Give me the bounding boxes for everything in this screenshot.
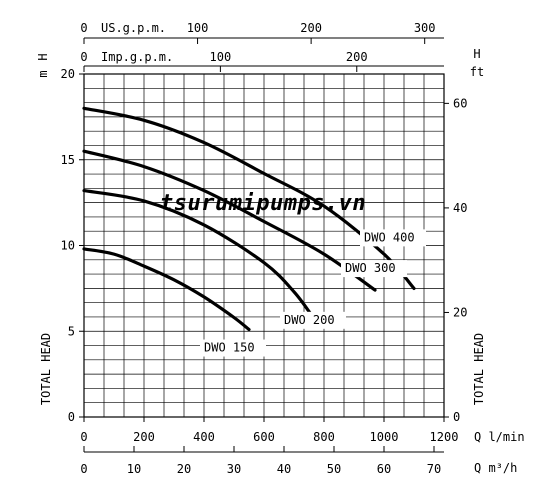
usgpm-axis-label: US.g.p.m.: [101, 21, 166, 35]
left-y-axis: 0 5 10 15 20: [61, 67, 84, 424]
left-tick-label: 20: [61, 67, 75, 81]
usgpm-tick-label: 0: [80, 21, 87, 35]
usgpm-tick-label: 300: [414, 21, 436, 35]
left-tick-label: 10: [61, 239, 75, 253]
lmin-axis-label: Q l/min: [474, 430, 525, 444]
lmin-tick-label: 200: [133, 430, 155, 444]
m3h-tick-label: 40: [277, 462, 291, 476]
m3h-axis-label: Q m³/h: [474, 461, 517, 475]
lmin-tick-label: 0: [80, 430, 87, 444]
right-tick-label: 60: [453, 96, 467, 110]
left-axis-label: TOTAL HEAD: [39, 333, 53, 405]
usgpm-tick-label: 100: [187, 21, 209, 35]
right-unit: ft: [470, 65, 484, 79]
impgpm-axis-label: Imp.g.p.m.: [101, 50, 173, 64]
label-text-dwo-400: DWO 400: [364, 230, 415, 244]
curve-dwo-200: [82, 189, 314, 318]
left-tick-label: 5: [68, 324, 75, 338]
left-unit-header: H: [36, 53, 50, 60]
curve-dwo-150: [82, 247, 251, 332]
label-dwo-150: DWO 150: [200, 339, 266, 357]
curve-dwo-400: [82, 106, 416, 290]
top-axes: 0 100 200 300 0 100 200: [80, 21, 436, 72]
right-axis-label: TOTAL HEAD: [472, 333, 486, 405]
left-unit: m: [36, 70, 50, 77]
label-background: [360, 229, 426, 247]
right-y-axis: 0 20 40 60: [444, 96, 467, 424]
m3h-tick-label: 50: [327, 462, 341, 476]
curve-dwo-300: [82, 149, 377, 292]
right-unit-header: H: [473, 47, 480, 61]
watermark-text: tsurumipumps.vn: [160, 191, 366, 216]
lmin-tick-label: 400: [193, 430, 215, 444]
m3h-tick-label: 30: [227, 462, 241, 476]
m3h-tick-label: 0: [80, 462, 87, 476]
m3h-tick-label: 70: [427, 462, 441, 476]
m3h-tick-label: 10: [127, 462, 141, 476]
left-tick-label: 15: [61, 153, 75, 167]
m3h-tick-label: 20: [177, 462, 191, 476]
right-tick-label: 20: [453, 305, 467, 319]
m3h-tick-label: 60: [377, 462, 391, 476]
label-text-dwo-200: DWO 200: [284, 313, 335, 327]
label-background: [280, 311, 346, 329]
label-text-dwo-300: DWO 300: [345, 261, 396, 275]
bottom-axes: 0 200 400 600 800 1000 1200 0 10 20 30 40 50 60 70: [80, 417, 458, 476]
label-dwo-200: DWO 200: [280, 311, 346, 329]
pump-curves: [82, 106, 416, 332]
impgpm-tick-label: 0: [80, 50, 87, 64]
right-tick-label: 40: [453, 201, 467, 215]
label-dwo-300: DWO 300: [341, 260, 407, 278]
impgpm-tick-label: 100: [210, 50, 232, 64]
lmin-tick-label: 1000: [370, 430, 399, 444]
usgpm-tick-label: 200: [300, 21, 322, 35]
lmin-tick-label: 1200: [430, 430, 459, 444]
label-text-dwo-150: DWO 150: [204, 341, 255, 355]
lmin-tick-label: 600: [253, 430, 275, 444]
label-background: [341, 260, 407, 278]
right-tick-label: 0: [453, 410, 460, 424]
label-dwo-400: DWO 400: [360, 229, 426, 247]
impgpm-tick-label: 200: [346, 50, 368, 64]
lmin-tick-label: 800: [313, 430, 335, 444]
label-background: [200, 339, 266, 357]
left-tick-label: 0: [68, 410, 75, 424]
curve-labels: DWO 150 DWO 200 DWO 300 DWO 400: [200, 229, 426, 357]
